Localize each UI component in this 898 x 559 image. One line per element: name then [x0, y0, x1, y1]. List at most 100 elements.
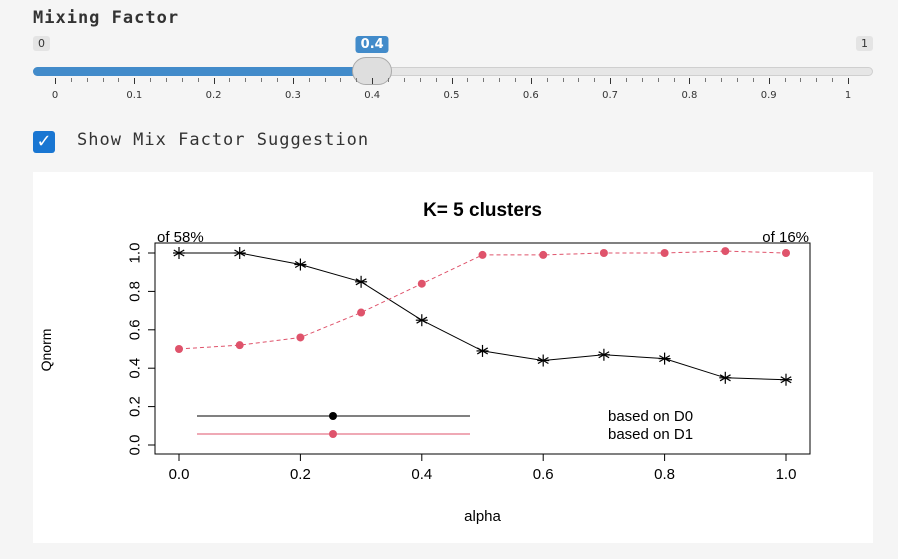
star-marker — [173, 247, 185, 259]
dot-marker — [782, 249, 790, 257]
slider-major-tick — [55, 78, 56, 84]
x-tick-label: 0.2 — [290, 466, 311, 483]
dot-marker — [478, 250, 487, 259]
chart-title: K= 5 clusters — [423, 200, 542, 221]
mixing-factor-label: Mixing Factor — [33, 8, 180, 28]
slider-tick-label: 0.9 — [760, 90, 777, 101]
star-marker — [233, 247, 246, 259]
slider-minor-tick — [657, 78, 659, 82]
slider-minor-tick — [546, 78, 548, 82]
dot-marker — [296, 333, 305, 342]
slider-major-tick — [610, 78, 612, 84]
slider-minor-tick — [181, 78, 183, 82]
slider-minor-tick — [86, 78, 88, 82]
slider-minor-tick — [816, 78, 818, 82]
y-axis-label: Qnorm — [38, 329, 54, 372]
slider-handle[interactable] — [352, 57, 393, 85]
slider-major-tick — [451, 78, 453, 84]
slider-minor-tick — [784, 78, 786, 82]
star-marker — [355, 275, 368, 288]
x-tick-label: 0.8 — [654, 466, 675, 483]
slider-minor-tick — [641, 78, 643, 82]
slider-major-tick — [213, 78, 215, 84]
slider-minor-tick — [245, 78, 247, 82]
slider-minor-tick — [118, 78, 120, 82]
mixing-factor-slider[interactable]: 0 1 0.4 0 0.1 0.2 0.3 0.4 0.5 0.6 0.7 0.8 0.9 1 — [33, 36, 873, 106]
annotation-left: of 58% — [157, 229, 204, 246]
slider-minor-tick — [403, 78, 405, 82]
slider-minor-tick — [356, 78, 358, 82]
slider-tick-label: 0.2 — [205, 90, 222, 101]
star-marker — [476, 344, 489, 357]
slider-minor-tick — [514, 78, 516, 82]
slider-minor-tick — [70, 78, 72, 82]
star-marker — [719, 371, 732, 384]
slider-fill — [33, 67, 373, 76]
dot-marker — [660, 249, 669, 257]
slider-minor-tick — [324, 78, 326, 82]
star-marker — [294, 258, 307, 271]
legend-marker-0 — [329, 412, 337, 420]
y-tick-label: 0.0 — [127, 435, 144, 456]
slider-minor-tick — [499, 78, 501, 82]
slider-value-badge: 0.4 — [355, 36, 389, 53]
slider-tick-label: 0.7 — [602, 90, 619, 101]
x-axis-label: alpha — [464, 508, 501, 525]
slider-major-tick — [134, 78, 136, 84]
slider-major-tick — [848, 78, 849, 84]
slider-major-tick — [292, 78, 294, 84]
slider-minor-tick — [435, 78, 437, 82]
slider-minor-tick — [102, 78, 104, 82]
slider-minor-tick — [721, 78, 723, 82]
slider-tick-label: 0.5 — [443, 90, 460, 101]
plot-panel: K= 5 clusters of 58% of 16% 0.0 0.2 0.4 0.6 0.8… — [33, 172, 873, 543]
star-marker — [415, 314, 428, 327]
y-tick-label: 0.8 — [127, 281, 144, 302]
slider-tick-label: 0.8 — [681, 90, 698, 101]
slider-minor-tick — [625, 78, 627, 82]
slider-max-label: 1 — [856, 36, 873, 51]
slider-minor-tick — [229, 78, 231, 82]
x-tick-label: 0.0 — [169, 466, 190, 483]
slider-major-tick — [372, 78, 374, 84]
slider-minor-tick — [483, 78, 485, 82]
slider-minor-tick — [467, 78, 469, 82]
slider-tick-label: 0.6 — [522, 90, 539, 101]
slider-minor-tick — [340, 78, 342, 82]
star-marker — [597, 348, 610, 361]
slider-minor-tick — [419, 78, 421, 82]
slider-tick-label: 0.1 — [126, 90, 143, 101]
slider-minor-tick — [832, 78, 834, 82]
slider-minor-tick — [578, 78, 580, 82]
x-tick-label: 1.0 — [776, 466, 797, 483]
slider-minor-tick — [197, 78, 199, 82]
x-tick-label: 0.6 — [533, 466, 554, 483]
slider-minor-tick — [261, 78, 263, 82]
dot-marker — [235, 341, 244, 350]
series-line-1 — [178, 250, 787, 350]
annotation-right: of 16% — [762, 229, 809, 246]
slider-minor-tick — [594, 78, 596, 82]
slider-tick-label: 0.3 — [284, 90, 301, 101]
dot-marker — [417, 279, 426, 288]
slider-minor-tick — [705, 78, 707, 82]
dot-marker — [721, 247, 730, 256]
star-marker — [780, 373, 792, 386]
slider-minor-tick — [673, 78, 675, 82]
slider-minor-tick — [752, 78, 754, 82]
dot-marker — [539, 250, 548, 259]
dot-marker — [357, 308, 366, 317]
slider-minor-tick — [150, 78, 152, 82]
slider-minor-tick — [800, 78, 802, 82]
y-tick-label: 0.6 — [127, 319, 144, 340]
y-tick-label: 0.4 — [127, 358, 144, 379]
slider-tick-label: 0 — [51, 90, 59, 101]
slider-minor-tick — [166, 78, 168, 82]
dot-marker — [599, 249, 608, 257]
y-tick-label: 1.0 — [127, 243, 144, 264]
checkbox[interactable]: ✓ — [33, 131, 55, 153]
slider-major-tick — [768, 78, 770, 84]
slider-minor-tick — [388, 78, 390, 82]
star-marker — [658, 352, 671, 365]
series-line-0 — [179, 252, 787, 381]
